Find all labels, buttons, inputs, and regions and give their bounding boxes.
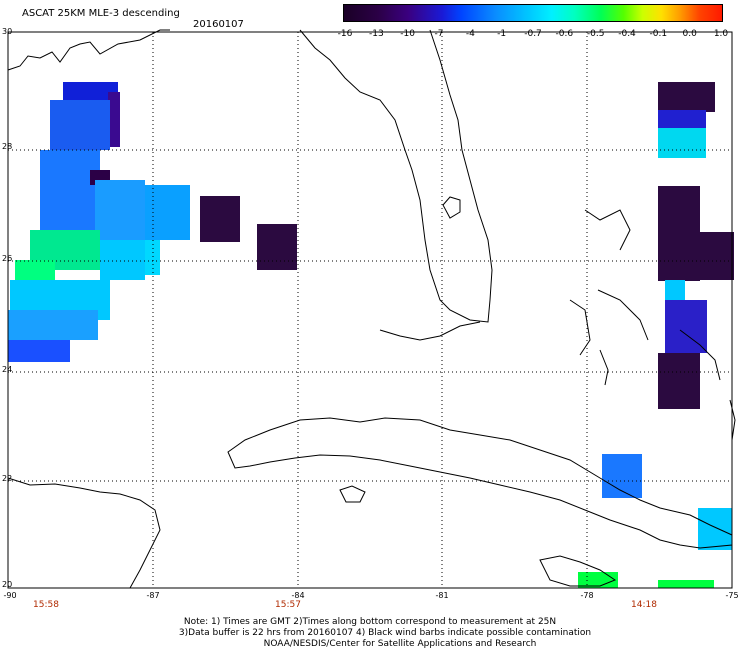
time-label-1: 15:58 (33, 600, 59, 610)
lat-label-30: 30 (2, 27, 13, 36)
colorbar-tick: -0.1 (649, 29, 668, 39)
lat-label-24: 24 (2, 365, 13, 374)
lat-label-26: 26 (2, 254, 13, 263)
colorbar-tick: -16 (337, 29, 353, 39)
time-label-2: 15:57 (275, 600, 301, 610)
coast-bahamas-5 (599, 349, 609, 386)
lat-label-20: 20 (2, 580, 13, 589)
wind-swath-west (8, 82, 297, 362)
colorbar-tick: -7 (434, 29, 444, 39)
coast-yucatan (7, 477, 161, 589)
colorbar-tick: -0.4 (618, 29, 636, 39)
note-line-3: NOAA/NESDIS/Center for Satellite Applica… (263, 639, 537, 649)
lon-label-81: -81 (435, 591, 449, 600)
colorbar-tick: 1.0 (713, 29, 729, 39)
colorbar-tick: -4 (465, 29, 475, 39)
coast-bahamas-3 (597, 289, 649, 341)
note-line-1: Note: 1) Times are GMT 2)Times along bot… (183, 617, 557, 627)
coast-jamaica (539, 555, 617, 587)
lon-label-87: -87 (146, 591, 160, 600)
lat-label-28: 28 (2, 142, 13, 151)
colorbar-tick: -0.5 (586, 29, 605, 39)
graticule (8, 32, 732, 588)
colorbar-tick: -13 (368, 29, 384, 39)
colorbar (343, 4, 723, 22)
colorbar-tick: 0.0 (682, 29, 697, 39)
coast-florida-keys (379, 321, 481, 341)
colorbar-tick: -10 (400, 29, 416, 39)
colorbar-tick: -1 (497, 29, 507, 39)
wind-swath-east (578, 82, 734, 588)
coast-florida-panhandle (299, 29, 493, 323)
colorbar-tick: -0.6 (555, 29, 574, 39)
time-label-3: 14:18 (631, 600, 657, 610)
coast-gulf-north (7, 29, 170, 71)
coast-bahamas-4 (679, 329, 721, 381)
lon-label-78: -78 (580, 591, 594, 600)
colorbar-tick: -0.7 (524, 29, 542, 39)
coast-isla-juventud (339, 485, 366, 503)
lat-label-22: 22 (2, 474, 13, 483)
note-line-2: 3)Data buffer is 22 hrs from 20160107 4)… (178, 628, 592, 638)
lon-label-90: -90 (3, 591, 17, 600)
coast-bahamas-1 (584, 209, 631, 251)
product-date: 20160107 (193, 19, 244, 30)
coast-cuba (227, 417, 733, 549)
product-title: ASCAT 25KM MLE-3 descending (22, 8, 180, 19)
lon-label-75: -75 (725, 591, 739, 600)
map-frame (7, 31, 733, 589)
lon-label-84: -84 (291, 591, 305, 600)
coast-florida-lake (442, 196, 461, 219)
